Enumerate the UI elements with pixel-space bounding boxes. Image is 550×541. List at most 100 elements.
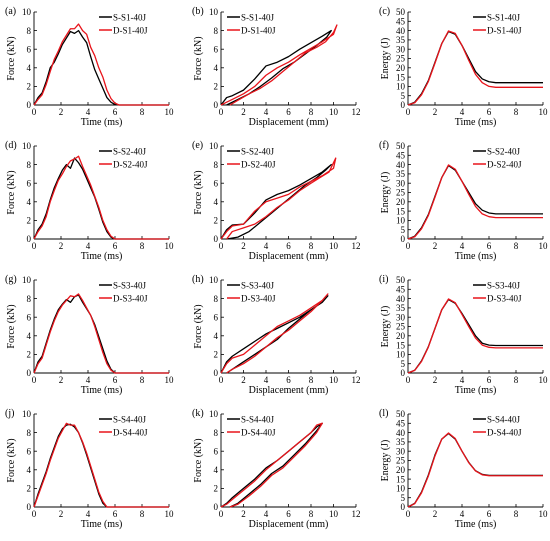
- y-axis-label: Force (kN): [193, 304, 204, 348]
- y-axis-label: Force (kN): [193, 36, 204, 80]
- y-tick-label: 2: [27, 216, 32, 226]
- y-tick-label: 2: [27, 484, 32, 494]
- y-axis-label: Energy (J): [380, 306, 391, 348]
- y-axis-label: Force (kN): [6, 438, 17, 482]
- x-tick-label: 6: [487, 509, 492, 519]
- y-tick-label: 2: [214, 216, 219, 226]
- x-tick-label: 2: [59, 375, 64, 385]
- x-tick-label: 8: [514, 241, 519, 251]
- y-tick-label: 10: [209, 7, 219, 17]
- y-tick-label: 50: [396, 7, 406, 17]
- series-line: [33, 422, 169, 508]
- y-tick-label: 30: [396, 446, 406, 456]
- panel-label: (j): [5, 408, 14, 419]
- y-tick-label: 4: [27, 63, 32, 73]
- chart-panel: 0 2 4 6 8 10 0 2 4 6 8 10 Time (ms) Force (kN) (j) S-S4…: [5, 408, 174, 530]
- x-axis-label: Time (ms): [81, 251, 123, 262]
- series-line: [407, 164, 543, 240]
- x-tick-label: 10: [329, 509, 339, 519]
- x-tick-label: 4: [460, 375, 465, 385]
- x-axis-label: Time (ms): [81, 519, 123, 530]
- x-tick-label: 4: [460, 107, 465, 117]
- series-line: [220, 157, 337, 240]
- y-tick-label: 4: [214, 331, 219, 341]
- series-line: [220, 163, 332, 240]
- y-tick-label: 0: [401, 100, 406, 110]
- x-tick-label: 2: [241, 241, 246, 251]
- x-tick-label: 0: [406, 107, 411, 117]
- x-tick-label: 6: [286, 509, 291, 519]
- y-tick-label: 20: [396, 197, 406, 207]
- y-tick-label: 15: [396, 206, 406, 216]
- y-tick-label: 0: [27, 368, 32, 378]
- x-tick-label: 8: [514, 107, 519, 117]
- series-line: [33, 29, 169, 106]
- x-tick-label: 6: [487, 107, 492, 117]
- panel-label: (c): [379, 6, 390, 17]
- y-tick-label: 0: [401, 502, 406, 512]
- panel-label: (a): [5, 6, 16, 17]
- y-tick-label: 10: [396, 82, 406, 92]
- y-axis-label: Energy (J): [380, 172, 391, 214]
- legend-label: S-S2-40J: [113, 146, 147, 156]
- x-tick-label: 8: [309, 509, 314, 519]
- y-axis-label: Energy (J): [380, 440, 391, 482]
- x-tick-label: 2: [433, 509, 438, 519]
- y-tick-label: 6: [27, 312, 32, 322]
- y-tick-label: 40: [396, 160, 406, 170]
- x-tick-label: 10: [329, 241, 339, 251]
- x-tick-label: 4: [460, 509, 465, 519]
- x-tick-label: 6: [286, 241, 291, 251]
- legend-label: S-S1-40J: [241, 12, 275, 22]
- x-tick-label: 12: [352, 241, 361, 251]
- y-tick-label: 45: [396, 419, 406, 429]
- y-tick-label: 20: [396, 63, 406, 73]
- x-tick-label: 12: [352, 375, 361, 385]
- x-tick-label: 10: [539, 107, 549, 117]
- series-line: [407, 432, 543, 508]
- legend-label: D-S3-40J: [113, 293, 148, 303]
- y-tick-label: 10: [22, 275, 32, 285]
- y-tick-label: 25: [396, 188, 406, 198]
- y-tick-label: 5: [401, 225, 406, 235]
- panel-label: (d): [5, 140, 17, 151]
- x-tick-label: 2: [59, 241, 64, 251]
- chart-panel: 0 2 4 6 8 10 0 2 4 6 8 10 12 Displacement (mm) Force (…: [192, 274, 361, 396]
- x-tick-label: 0: [219, 241, 224, 251]
- legend-label: D-S3-40J: [241, 293, 276, 303]
- x-tick-label: 2: [433, 375, 438, 385]
- y-tick-label: 45: [396, 17, 406, 27]
- y-tick-label: 50: [396, 275, 406, 285]
- y-tick-label: 8: [214, 26, 219, 36]
- x-tick-label: 4: [264, 241, 269, 251]
- y-tick-label: 8: [214, 294, 219, 304]
- chart-panel: 0 2 4 6 8 10 0 2 4 6 8 10 12 Displacement (mm) Force (…: [192, 408, 361, 530]
- y-tick-label: 2: [27, 350, 32, 360]
- chart-panel: 0 2 4 6 8 10 0 2 4 6 8 10 12 Displacement (mm) Force (…: [192, 140, 361, 262]
- x-tick-label: 6: [487, 375, 492, 385]
- y-tick-label: 4: [27, 331, 32, 341]
- y-tick-label: 4: [214, 63, 219, 73]
- x-tick-label: 0: [32, 509, 37, 519]
- x-axis-label: Displacement (mm): [249, 251, 329, 262]
- series-line: [33, 155, 169, 240]
- legend-label: D-S4-40J: [113, 427, 148, 437]
- y-tick-label: 8: [27, 160, 32, 170]
- legend-label: D-S1-40J: [241, 25, 276, 35]
- x-tick-label: 0: [219, 107, 224, 117]
- x-tick-label: 0: [406, 375, 411, 385]
- y-tick-label: 20: [396, 331, 406, 341]
- x-tick-label: 2: [241, 375, 246, 385]
- x-tick-label: 0: [32, 107, 37, 117]
- legend-label: S-S4-40J: [241, 414, 275, 424]
- x-tick-label: 4: [86, 107, 91, 117]
- y-tick-label: 40: [396, 428, 406, 438]
- x-tick-label: 4: [264, 509, 269, 519]
- x-tick-label: 2: [241, 107, 246, 117]
- x-tick-label: 0: [219, 375, 224, 385]
- series-line: [33, 23, 169, 106]
- y-axis-label: Force (kN): [6, 170, 17, 214]
- y-tick-label: 50: [396, 141, 406, 151]
